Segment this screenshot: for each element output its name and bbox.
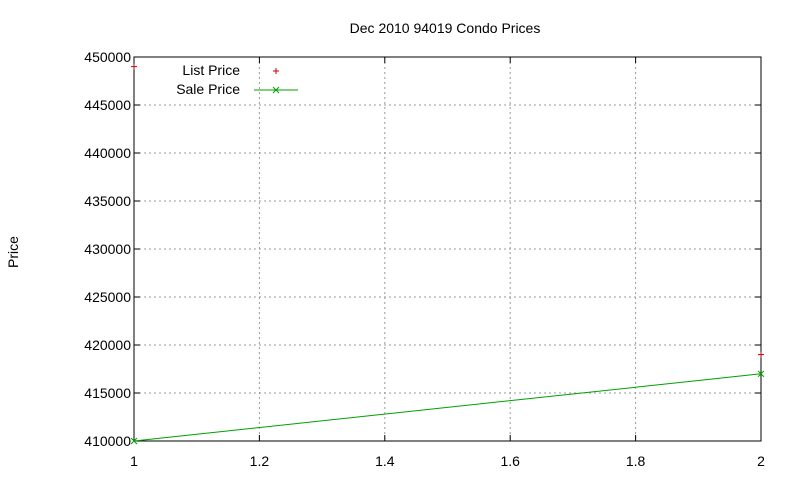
- data-point: [758, 351, 764, 358]
- tick-layer: 1 1.2 1.4 1.6 1.8 2 410000 415000 420000 425000 43…: [84, 49, 765, 469]
- series-2: [130, 370, 765, 445]
- legend-label: List Price: [182, 62, 240, 78]
- legend-item: List Price: [182, 62, 279, 78]
- y-tick-label: 450000: [84, 49, 131, 65]
- x-tick-label: 2: [757, 453, 765, 469]
- x-tick-label: 1.8: [626, 453, 646, 469]
- series-1: [131, 63, 764, 358]
- x-tick-label: 1: [130, 453, 138, 469]
- series-line: [133, 373, 762, 442]
- x-tick-label: 1.6: [500, 453, 520, 469]
- y-tick-label: 420000: [84, 337, 131, 353]
- legend: List Price Sale Price: [176, 62, 298, 97]
- y-tick-label: 445000: [84, 97, 131, 113]
- y-tick-label: 435000: [84, 193, 131, 209]
- y-tick-label: 430000: [84, 241, 131, 257]
- x-tick-label: 1.2: [250, 453, 270, 469]
- chart-title: Dec 2010 94019 Condo Prices: [350, 20, 541, 36]
- legend-label: Sale Price: [176, 81, 240, 97]
- y-axis-label: Price: [5, 236, 21, 268]
- y-tick-label: 410000: [84, 433, 131, 449]
- legend-marker: [272, 86, 280, 94]
- data-point: [130, 437, 138, 445]
- data-point: [757, 370, 765, 378]
- legend-item: Sale Price: [176, 81, 298, 97]
- grid-layer: [134, 57, 761, 441]
- y-tick-label: 440000: [84, 145, 131, 161]
- data-point: [131, 63, 137, 70]
- x-tick-label: 1.4: [375, 453, 395, 469]
- y-tick-label: 425000: [84, 289, 131, 305]
- y-tick-label: 415000: [84, 385, 131, 401]
- legend-marker: [273, 68, 279, 74]
- series-layer: [130, 63, 765, 445]
